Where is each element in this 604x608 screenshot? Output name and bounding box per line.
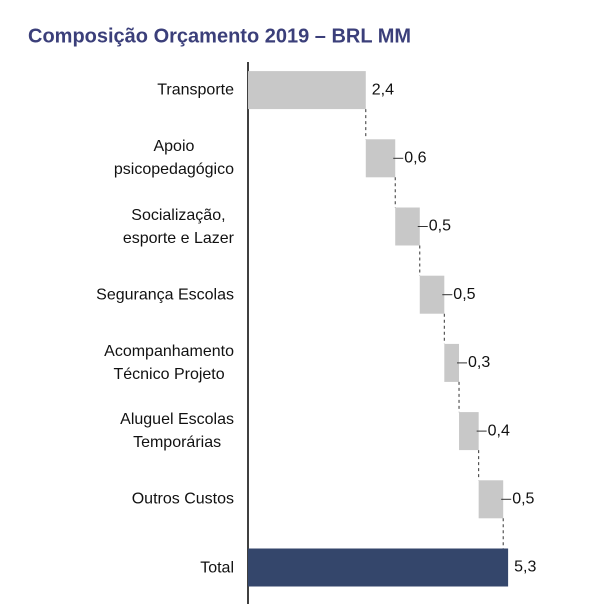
value-label: 0,5 (453, 286, 475, 303)
category-label: Acompanhamento Técnico Projeto (104, 342, 234, 383)
bar (419, 275, 445, 314)
value-label: 0,4 (488, 422, 510, 439)
value-label: 0,6 (404, 150, 426, 167)
value-label: 0,5 (512, 491, 534, 508)
bar (459, 412, 479, 451)
value-label: 0,3 (468, 354, 490, 371)
bar (365, 139, 396, 178)
category-label: Transporte (157, 81, 234, 99)
bar (444, 343, 460, 382)
category-label: Outros Custos (131, 490, 234, 508)
bar (478, 480, 504, 519)
value-label: 5,3 (514, 559, 536, 576)
value-label: 2,4 (372, 81, 394, 98)
category-label: Total (200, 559, 234, 576)
category-label: Socialização, esporte e Lazer (122, 206, 234, 247)
bar (248, 548, 509, 587)
value-label: 0,5 (429, 218, 451, 235)
chart-title: Composição Orçamento 2019 – BRL MM (28, 25, 411, 47)
category-label: Segurança Escolas (96, 286, 234, 304)
category-label: Aluguel Escolas Temporárias (120, 411, 234, 452)
bar (248, 71, 366, 110)
category-label: Apoio psicopedagógico (113, 138, 234, 179)
bar (395, 207, 420, 246)
